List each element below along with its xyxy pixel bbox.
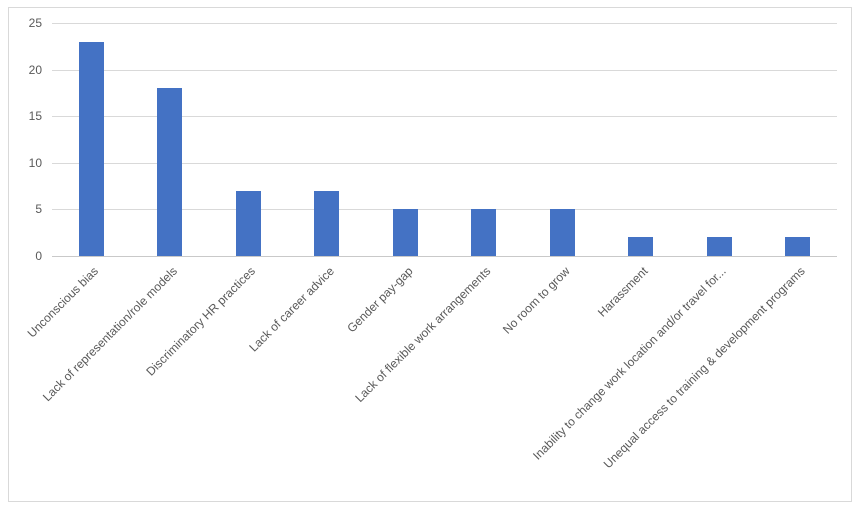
gridline (52, 69, 837, 71)
gridlines (52, 23, 837, 257)
bar (392, 209, 418, 256)
gridline (52, 23, 837, 24)
bar-slot (523, 23, 602, 256)
x-tick-label: Gender pay-gap (343, 264, 416, 336)
y-axis-tick-labels: 0 5 10 15 20 25 (0, 16, 42, 263)
bar (235, 190, 261, 256)
plot-area (52, 23, 837, 257)
bar (157, 88, 183, 256)
bar (78, 41, 104, 256)
y-tick-label: 25 (28, 16, 42, 30)
gridline (52, 209, 837, 211)
x-axis-line (52, 256, 837, 257)
x-tick-label: Lack of representation/role models (39, 264, 180, 405)
x-tick-label: No room to grow (499, 264, 573, 337)
bar-slot (366, 23, 445, 256)
bar (314, 190, 340, 256)
bars (52, 23, 837, 256)
x-tick-label: Unconscious bias (24, 264, 102, 341)
x-tick-label: Lack of flexible work arrangements (352, 264, 494, 406)
bar-slot (680, 23, 759, 256)
bar (471, 209, 497, 256)
x-tick-label: Lack of career advice (246, 264, 337, 355)
bar-slot (209, 23, 288, 256)
y-tick-label: 10 (28, 155, 42, 170)
gridline (52, 116, 837, 118)
y-tick-label: 20 (28, 62, 42, 77)
bar (706, 237, 732, 256)
bar (785, 237, 811, 256)
bar-slot (131, 23, 210, 256)
bar-slot (445, 23, 524, 256)
y-tick-label: 5 (35, 202, 42, 217)
x-tick-label: Harassment (595, 264, 651, 320)
bar-slot (288, 23, 367, 256)
bar (628, 237, 654, 256)
bar-slot (602, 23, 681, 256)
x-axis-tick-labels: Unconscious bias Lack of representation/r… (0, 264, 863, 514)
bar (549, 209, 575, 256)
y-tick-label: 0 (35, 249, 42, 263)
bar-slot (52, 23, 131, 256)
bar-slot (759, 23, 838, 256)
gridline (52, 162, 837, 164)
y-tick-label: 15 (28, 109, 42, 124)
